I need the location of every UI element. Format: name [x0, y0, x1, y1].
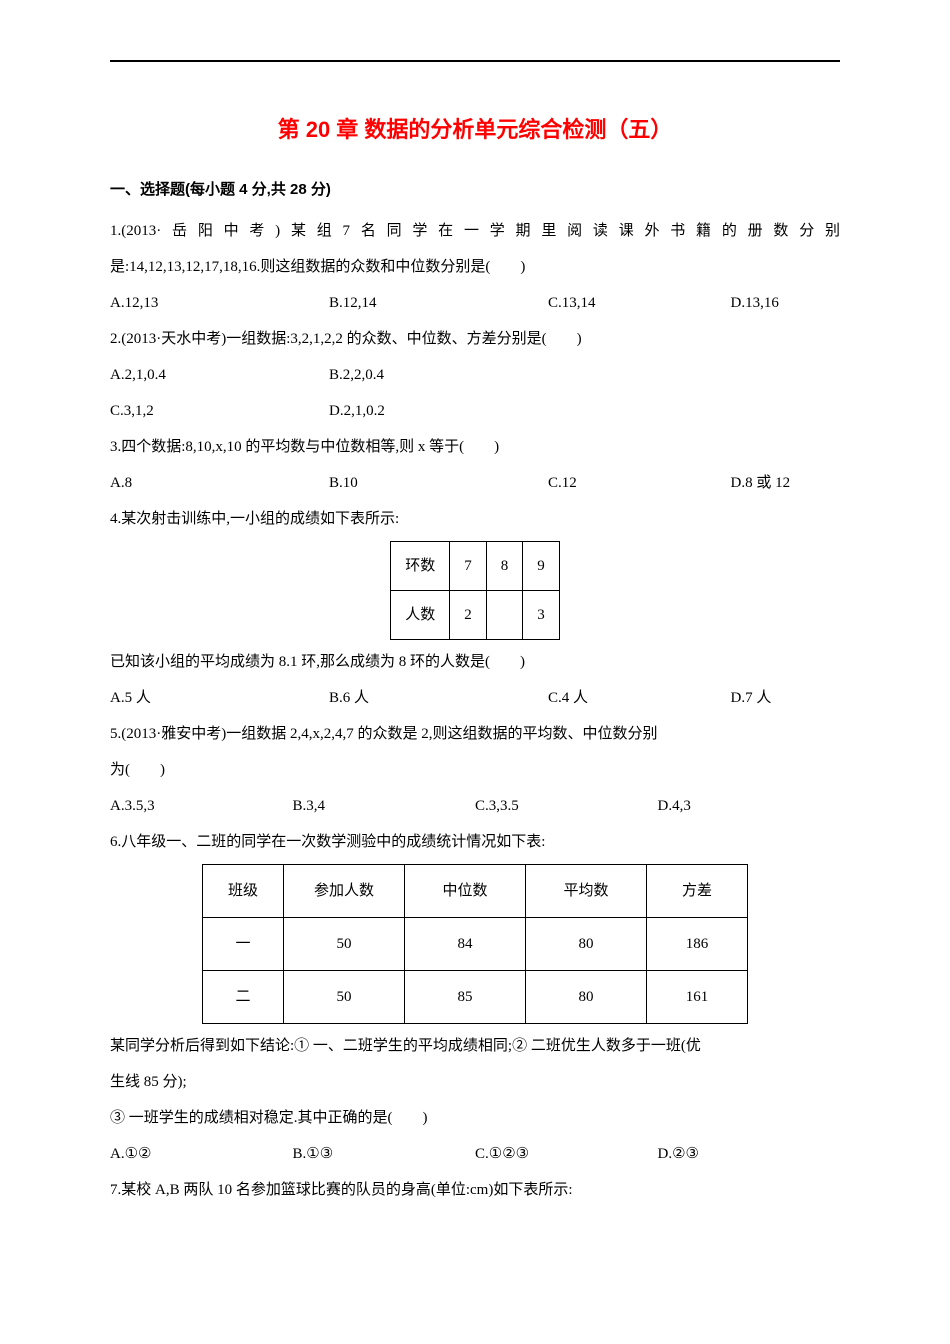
q1-opt-c: C.13,14 [548, 285, 731, 321]
q5-opt-d: D.4,3 [658, 788, 841, 824]
q6-r1c4: 186 [647, 918, 748, 971]
q1-opt-b: B.12,14 [329, 285, 548, 321]
q5-stem-line2: 为( ) [110, 752, 840, 788]
q3-opt-b: B.10 [329, 465, 548, 501]
q4-stem2: 已知该小组的平均成绩为 8.1 环,那么成绩为 8 环的人数是( ) [110, 644, 840, 680]
q4-td-0: 人数 [391, 591, 450, 640]
q4-th-0: 环数 [391, 542, 450, 591]
q5-opt-b: B.3,4 [293, 788, 476, 824]
q6-r2c0: 二 [203, 971, 284, 1024]
q7-stem: 7.某校 A,B 两队 10 名参加篮球比赛的队员的身高(单位:cm)如下表所示… [110, 1172, 840, 1208]
question-body: 1.(2013·岳阳中考)某组7名同学在一学期里阅读课外书籍的册数分别 是:14… [110, 213, 840, 1208]
q1-opt-d: D.13,16 [731, 285, 841, 321]
q3-stem: 3.四个数据:8,10,x,10 的平均数与中位数相等,则 x 等于( ) [110, 429, 840, 465]
q6-table-row-2: 二 50 85 80 161 [203, 971, 748, 1024]
q2-opt-c: C.3,1,2 [110, 393, 329, 429]
q6-stem1: 6.八年级一、二班的同学在一次数学测验中的成绩统计情况如下表: [110, 824, 840, 860]
q6-th-2: 中位数 [405, 865, 526, 918]
q4-td-1: 2 [450, 591, 487, 640]
q6-opt-c: C.①②③ [475, 1136, 658, 1172]
q6-r2c1: 50 [284, 971, 405, 1024]
q6-r1c1: 50 [284, 918, 405, 971]
q6-th-1: 参加人数 [284, 865, 405, 918]
q4-th-2: 8 [486, 542, 523, 591]
q4-table: 环数 7 8 9 人数 2 3 [390, 541, 560, 640]
q2-options-row2: C.3,1,2 D.2,1,0.2 [110, 393, 840, 429]
q4-table-header-row: 环数 7 8 9 [391, 542, 560, 591]
q6-th-3: 平均数 [526, 865, 647, 918]
q5-options: A.3.5,3 B.3,4 C.3,3.5 D.4,3 [110, 788, 840, 824]
q4-td-3: 3 [523, 591, 560, 640]
q6-table: 班级 参加人数 中位数 平均数 方差 一 50 84 80 186 二 50 8… [202, 864, 748, 1024]
q6-opt-a: A.①② [110, 1136, 293, 1172]
section-1-heading: 一、选择题(每小题 4 分,共 28 分) [110, 178, 840, 199]
q4-opt-c: C.4 人 [548, 680, 731, 716]
q6-table-header-row: 班级 参加人数 中位数 平均数 方差 [203, 865, 748, 918]
q2-stem: 2.(2013·天水中考)一组数据:3,2,1,2,2 的众数、中位数、方差分别… [110, 321, 840, 357]
q4-th-3: 9 [523, 542, 560, 591]
q2-options-row1: A.2,1,0.4 B.2,2,0.4 [110, 357, 840, 393]
q3-opt-c: C.12 [548, 465, 731, 501]
q2-opt-b: B.2,2,0.4 [329, 357, 840, 393]
q6-r2c4: 161 [647, 971, 748, 1024]
q5-opt-c: C.3,3.5 [475, 788, 658, 824]
q6-r1c3: 80 [526, 918, 647, 971]
q4-td-2 [486, 591, 523, 640]
q6-opt-d: D.②③ [658, 1136, 841, 1172]
q4-th-1: 7 [450, 542, 487, 591]
q4-options: A.5 人 B.6 人 C.4 人 D.7 人 [110, 680, 840, 716]
q5-stem-line1: 5.(2013·雅安中考)一组数据 2,4,x,2,4,7 的众数是 2,则这组… [110, 716, 840, 752]
q2-opt-d: D.2,1,0.2 [329, 393, 840, 429]
q3-options: A.8 B.10 C.12 D.8 或 12 [110, 465, 840, 501]
q2-opt-a: A.2,1,0.4 [110, 357, 329, 393]
q6-th-0: 班级 [203, 865, 284, 918]
q6-th-4: 方差 [647, 865, 748, 918]
q4-opt-d: D.7 人 [731, 680, 841, 716]
q3-opt-d: D.8 或 12 [731, 465, 841, 501]
q1-stem-line1: 1.(2013·岳阳中考)某组7名同学在一学期里阅读课外书籍的册数分别 [110, 213, 840, 249]
q6-r2c3: 80 [526, 971, 647, 1024]
q4-table-data-row: 人数 2 3 [391, 591, 560, 640]
page-title: 第 20 章 数据的分析单元综合检测（五） [110, 112, 840, 144]
exam-page: 第 20 章 数据的分析单元综合检测（五） 一、选择题(每小题 4 分,共 28… [0, 0, 950, 1344]
q1-options: A.12,13 B.12,14 C.13,14 D.13,16 [110, 285, 840, 321]
q4-opt-b: B.6 人 [329, 680, 548, 716]
q6-stem3: 生线 85 分); [110, 1064, 840, 1100]
q1-stem-line2: 是:14,12,13,12,17,18,16.则这组数据的众数和中位数分别是( … [110, 249, 840, 285]
q4-opt-a: A.5 人 [110, 680, 329, 716]
q6-stem4: ③ 一班学生的成绩相对稳定.其中正确的是( ) [110, 1100, 840, 1136]
q6-options: A.①② B.①③ C.①②③ D.②③ [110, 1136, 840, 1172]
q1-opt-a: A.12,13 [110, 285, 329, 321]
q4-stem1: 4.某次射击训练中,一小组的成绩如下表所示: [110, 501, 840, 537]
top-rule [110, 60, 840, 62]
q5-opt-a: A.3.5,3 [110, 788, 293, 824]
q6-opt-b: B.①③ [293, 1136, 476, 1172]
q6-r2c2: 85 [405, 971, 526, 1024]
q6-table-row-1: 一 50 84 80 186 [203, 918, 748, 971]
q6-r1c2: 84 [405, 918, 526, 971]
q6-r1c0: 一 [203, 918, 284, 971]
q3-opt-a: A.8 [110, 465, 329, 501]
q6-stem2: 某同学分析后得到如下结论:① 一、二班学生的平均成绩相同;② 二班优生人数多于一… [110, 1028, 840, 1064]
